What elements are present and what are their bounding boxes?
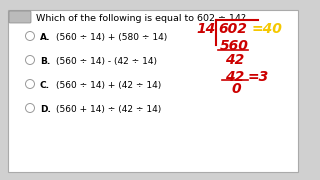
Text: =40: =40 (252, 22, 283, 36)
Text: (560 ÷ 14) + (42 ÷ 14): (560 ÷ 14) + (42 ÷ 14) (56, 81, 161, 90)
FancyBboxPatch shape (8, 10, 298, 172)
Text: A.: A. (40, 33, 51, 42)
Text: (560 ÷ 14) - (42 ÷ 14): (560 ÷ 14) - (42 ÷ 14) (56, 57, 157, 66)
Text: 42: 42 (225, 53, 244, 67)
Circle shape (26, 103, 35, 112)
Circle shape (26, 31, 35, 40)
Circle shape (26, 80, 35, 89)
Text: 602: 602 (218, 22, 247, 36)
Text: 42: 42 (225, 70, 244, 84)
Text: Which of the following is equal to 602 ÷ 14?: Which of the following is equal to 602 ÷… (36, 14, 246, 23)
Text: 14: 14 (196, 22, 215, 36)
Text: =3: =3 (248, 70, 269, 84)
FancyBboxPatch shape (9, 11, 31, 23)
Text: B.: B. (40, 57, 50, 66)
Text: (560 ÷ 14) + (580 ÷ 14): (560 ÷ 14) + (580 ÷ 14) (56, 33, 167, 42)
Text: (560 + 14) ÷ (42 ÷ 14): (560 + 14) ÷ (42 ÷ 14) (56, 105, 161, 114)
Text: C.: C. (40, 81, 50, 90)
Text: 0: 0 (232, 82, 242, 96)
Text: D.: D. (40, 105, 51, 114)
Text: 560: 560 (220, 39, 249, 53)
Circle shape (26, 55, 35, 64)
